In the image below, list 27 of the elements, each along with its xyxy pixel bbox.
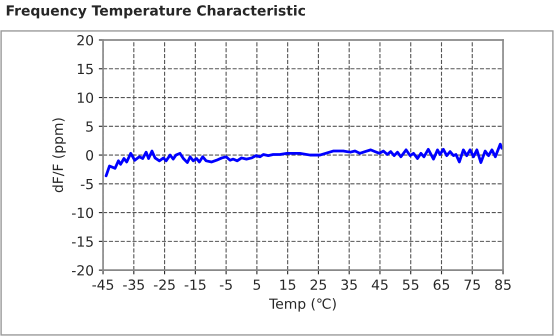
- y-tick-label: -5: [80, 178, 93, 190]
- x-tick-label: -35: [123, 279, 144, 290]
- y-tick-label: -20: [72, 265, 94, 276]
- x-axis-title: Temp (℃): [269, 298, 336, 312]
- x-tick-label: 85: [495, 279, 511, 290]
- y-tick-label: 10: [78, 92, 94, 103]
- x-tick-label: 65: [434, 279, 450, 290]
- line-series: [104, 142, 504, 178]
- x-tick-label: -5: [220, 280, 232, 290]
- y-tick-label: 0: [86, 150, 94, 161]
- x-tick-label: -25: [154, 279, 175, 290]
- y-tick-label: 20: [77, 34, 94, 46]
- x-tick-label: -45: [92, 280, 114, 290]
- x-tick-label: 75: [464, 280, 480, 290]
- x-tick-label: -15: [184, 280, 206, 290]
- x-tick-label: 25: [310, 279, 326, 290]
- y-tick-label: 15: [78, 64, 93, 74]
- chart-title: Frequency Temperature Characteristic: [6, 4, 305, 19]
- x-tick-label: 35: [341, 279, 357, 290]
- x-tick-label: 45: [372, 280, 388, 290]
- x-tick-label: 5: [254, 280, 260, 290]
- y-tick-label: 5: [86, 121, 93, 132]
- y-tick-label: -15: [72, 236, 93, 247]
- y-tick-label: -10: [72, 208, 94, 218]
- x-tick-label: 15: [280, 280, 296, 290]
- y-axis-title: dF/F (ppm): [52, 118, 66, 192]
- x-tick-label: 55: [402, 280, 418, 290]
